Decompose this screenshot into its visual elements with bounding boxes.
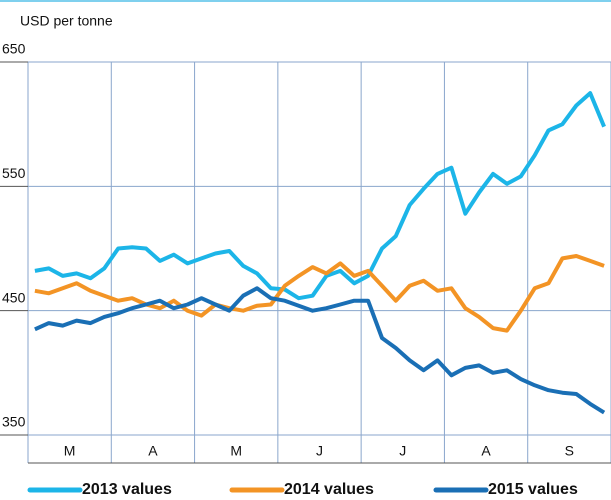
series-line — [34, 286, 606, 415]
x-tick-label: A — [481, 443, 491, 459]
x-tick-label: J — [399, 443, 406, 459]
x-tick-label: S — [565, 443, 574, 459]
x-tick-label: M — [230, 443, 242, 459]
series-line — [34, 254, 605, 333]
x-tick-label: M — [64, 443, 76, 459]
series-line — [34, 91, 606, 301]
x-tick-label: J — [316, 443, 323, 459]
y-tick-label: 350 — [2, 414, 26, 430]
x-tick-label: A — [148, 443, 158, 459]
y-tick-label: 550 — [2, 165, 26, 181]
y-tick-label: 650 — [2, 41, 26, 57]
legend-label: 2013 values — [82, 481, 172, 498]
y-axis-label: USD per tonne — [20, 13, 113, 29]
y-tick-label: 450 — [2, 289, 26, 305]
legend-label: 2014 values — [284, 481, 374, 498]
legend-label: 2015 values — [488, 481, 578, 498]
